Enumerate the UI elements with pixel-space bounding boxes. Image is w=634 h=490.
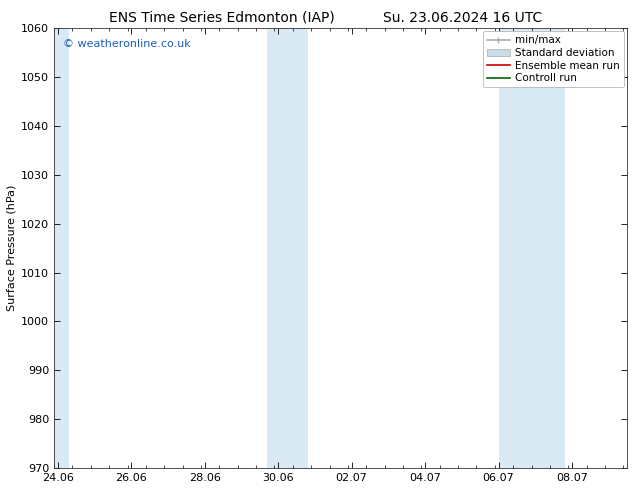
Legend: min/max, Standard deviation, Ensemble mean run, Controll run: min/max, Standard deviation, Ensemble me… (482, 31, 624, 87)
Text: ENS Time Series Edmonton (IAP): ENS Time Series Edmonton (IAP) (109, 11, 335, 25)
Bar (498, 28, 565, 468)
Text: Su. 23.06.2024 16 UTC: Su. 23.06.2024 16 UTC (383, 11, 543, 25)
Bar (54, 28, 68, 468)
Y-axis label: Surface Pressure (hPa): Surface Pressure (hPa) (7, 185, 17, 311)
Bar (267, 28, 307, 468)
Text: © weatheronline.co.uk: © weatheronline.co.uk (63, 39, 190, 49)
